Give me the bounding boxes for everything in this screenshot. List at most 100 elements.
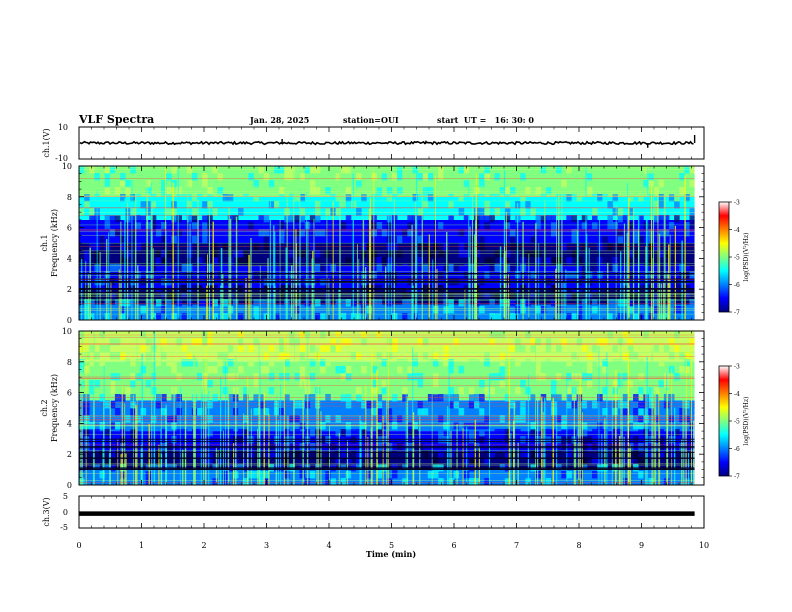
colorbar-tick-label: -4 <box>734 391 740 398</box>
spectrogram-cell <box>468 187 475 195</box>
spectrogram-cell <box>130 243 136 251</box>
spectrogram-cell <box>161 352 167 360</box>
spectrogram-cell <box>653 243 660 251</box>
spectrogram-cell <box>515 359 521 367</box>
spectrogram-cell <box>140 215 147 223</box>
spectrogram-cell <box>566 450 572 458</box>
spectrogram-cell <box>530 250 536 258</box>
spectrogram-cell <box>166 408 172 416</box>
spectrogram-cell <box>299 359 306 367</box>
spectrogram-cell <box>489 194 495 202</box>
spectrogram-cell <box>299 292 306 300</box>
spectrogram-cell <box>202 338 208 346</box>
spectrogram-cell <box>135 387 141 395</box>
spectrogram-cell <box>104 180 111 188</box>
spectrogram-cell <box>227 457 234 465</box>
spectrogram-cell <box>566 373 572 381</box>
spectrogram-cell <box>186 352 193 360</box>
spectrogram-cell <box>520 208 526 216</box>
spectrogram-cell <box>489 250 495 258</box>
spectrogram-cell <box>499 352 506 360</box>
spectrogram-cell <box>191 173 198 181</box>
spectrogram-cell <box>638 264 644 272</box>
spectrogram-cell <box>509 271 516 279</box>
ch2-spectrogram-channel-label: ch.2 <box>40 399 49 416</box>
spectrogram-cell <box>330 345 336 353</box>
spectrogram-cell <box>586 401 593 409</box>
spectrogram-cell <box>443 359 449 367</box>
spectrogram-cell <box>161 222 167 230</box>
spectrogram-cell <box>545 415 552 423</box>
spectrogram-cell <box>453 257 460 265</box>
spectrogram-cell <box>612 194 619 202</box>
spectrogram-cell <box>597 352 603 360</box>
spectrogram-cell <box>212 331 218 339</box>
spectrogram-cell <box>448 292 454 300</box>
spectrogram-cell <box>109 264 116 272</box>
spectrogram-cell <box>545 187 552 195</box>
spectrogram-cell <box>391 194 398 202</box>
spectrogram-cell <box>607 173 613 181</box>
spectrogram-cell <box>494 208 501 216</box>
spectrogram-cell <box>109 229 116 237</box>
spectrogram-cell <box>166 194 172 202</box>
spectrogram-cell <box>145 457 152 465</box>
spectrogram-cell <box>314 173 321 181</box>
spectrogram-cell <box>207 306 213 314</box>
spectrogram-cell <box>412 429 418 437</box>
spectrogram-cell <box>320 222 326 230</box>
spectrogram-cell <box>602 222 608 230</box>
spectrogram-cell <box>279 264 285 272</box>
spectrogram-cell <box>402 292 408 300</box>
spectrogram-cell <box>222 264 229 272</box>
spectrogram-cell <box>515 387 521 395</box>
spectrogram-cell <box>494 345 501 353</box>
spectrogram-cell <box>535 338 542 346</box>
spectrogram-cell <box>556 401 562 409</box>
spectrogram-cell <box>550 345 557 353</box>
spectrogram-cell <box>181 271 188 279</box>
spectrogram-cell <box>402 380 408 388</box>
spectrogram-cell <box>453 201 460 209</box>
spectrogram-cell <box>412 345 418 353</box>
spectrogram-cell <box>535 257 542 265</box>
spectrogram-cell <box>330 457 336 465</box>
spectrogram-cell <box>663 250 670 258</box>
ch1-spectrogram-ylabel: Frequency (kHz) <box>50 209 59 277</box>
spectrogram-cell <box>335 345 342 353</box>
spectrogram-cell <box>648 401 654 409</box>
spectrogram-cell <box>181 471 188 479</box>
spectrogram-cell <box>474 345 480 353</box>
spectrogram-cell <box>479 471 485 479</box>
spectrogram-cell <box>196 352 203 360</box>
spectrogram-cell <box>279 222 285 230</box>
spectrogram-cell <box>550 222 557 230</box>
spectrogram-cell <box>679 222 685 230</box>
spectrogram-cell <box>227 450 234 458</box>
spectrogram-cell <box>402 478 408 486</box>
spectrogram-cell <box>576 338 583 346</box>
spectrogram-cell <box>227 429 234 437</box>
spectrogram-cell <box>273 380 280 388</box>
spectrogram-cell <box>494 457 501 465</box>
spectrogram-cell <box>294 292 300 300</box>
spectrogram-cell <box>202 380 208 388</box>
spectrogram-cell <box>356 352 362 360</box>
spectrogram-cell <box>109 387 116 395</box>
spectrogram-cell <box>617 215 624 223</box>
spectrogram-cell <box>391 366 398 374</box>
spectrogram-cell <box>509 243 516 251</box>
spectrogram-cell <box>84 408 90 416</box>
spectrogram-cell <box>550 243 557 251</box>
spectrogram-cell <box>443 387 449 395</box>
spectrogram-cell <box>150 338 157 346</box>
spectrogram-cell <box>243 338 249 346</box>
spectrogram-cell <box>186 313 193 321</box>
spectrogram-cell <box>227 215 234 223</box>
spectrogram-cell <box>145 401 152 409</box>
spectrogram-cell <box>268 345 275 353</box>
spectrogram-cell <box>109 352 116 360</box>
spectrogram-cell <box>627 292 634 300</box>
spectrogram-cell <box>566 331 572 339</box>
spectrogram-cell <box>212 250 218 258</box>
